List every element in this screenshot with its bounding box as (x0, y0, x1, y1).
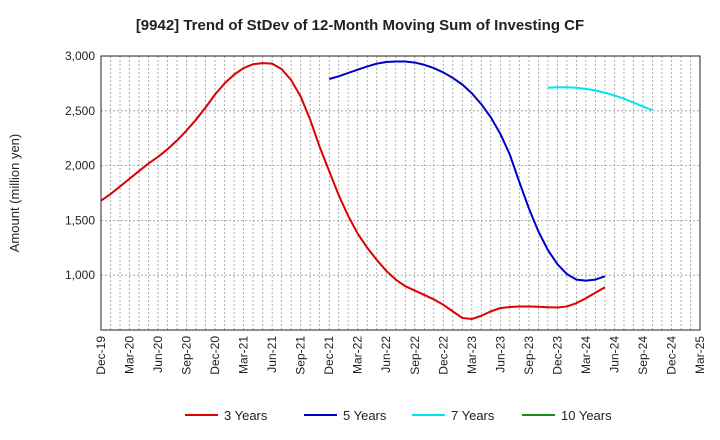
chart-title: [9942] Trend of StDev of 12-Month Moving… (136, 17, 584, 34)
series-line-7-years (547, 86, 653, 112)
x-tick-label: Jun-22 (379, 336, 393, 373)
legend-label-7-years: 7 Years (451, 408, 495, 423)
x-tick-label: Mar-22 (351, 336, 365, 374)
x-tick-label: Dec-19 (94, 336, 108, 375)
legend: 3 Years 5 Years 7 Years 10 Years (185, 408, 612, 423)
y-tick-labels: 1,000 1,500 2,000 2,500 3,000 (65, 49, 95, 282)
x-tick-label: Mar-21 (237, 336, 251, 374)
x-tick-label: Jun-20 (151, 336, 165, 373)
legend-label-10-years: 10 Years (561, 408, 612, 423)
legend-label-3-years: 3 Years (224, 408, 268, 423)
x-tick-label: Jun-21 (265, 336, 279, 373)
y-tick-label: 1,000 (65, 268, 95, 282)
x-tick-label: Dec-22 (436, 336, 450, 375)
x-tick-label: Sep-23 (522, 336, 536, 375)
x-tick-labels: Dec-19 Mar-20 Jun-20 Sep-20 Dec-20 Mar-21 Jun-… (94, 336, 707, 375)
legend-label-5-years: 5 Years (343, 408, 387, 423)
x-tick-label: Dec-24 (664, 336, 678, 375)
y-tick-label: 2,500 (65, 104, 95, 118)
series-line-5-years (328, 60, 606, 282)
x-tick-label: Mar-20 (123, 336, 137, 374)
x-tick-label: Dec-23 (550, 336, 564, 375)
x-tick-label: Dec-20 (208, 336, 222, 375)
x-tick-label: Sep-20 (180, 336, 194, 375)
x-tick-label: Mar-24 (579, 336, 593, 374)
y-axis-title: Amount (million yen) (7, 134, 22, 253)
x-tick-label: Mar-23 (465, 336, 479, 374)
x-tick-label: Jun-23 (493, 336, 507, 373)
y-tick-label: 2,000 (65, 159, 95, 173)
x-tick-label: Sep-21 (294, 336, 308, 375)
y-tick-label: 1,500 (65, 213, 95, 227)
x-tick-label: Sep-22 (408, 336, 422, 375)
y-tick-label: 3,000 (65, 49, 95, 63)
x-tick-label: Dec-21 (322, 336, 336, 375)
plot-frame (100, 55, 701, 331)
series-line-3-years (100, 62, 606, 321)
x-tick-label: Sep-24 (636, 336, 650, 375)
series-layer (100, 60, 653, 321)
x-tick-label: Mar-25 (693, 336, 707, 374)
grid-layer (101, 56, 700, 330)
x-tick-label: Jun-24 (607, 336, 621, 373)
